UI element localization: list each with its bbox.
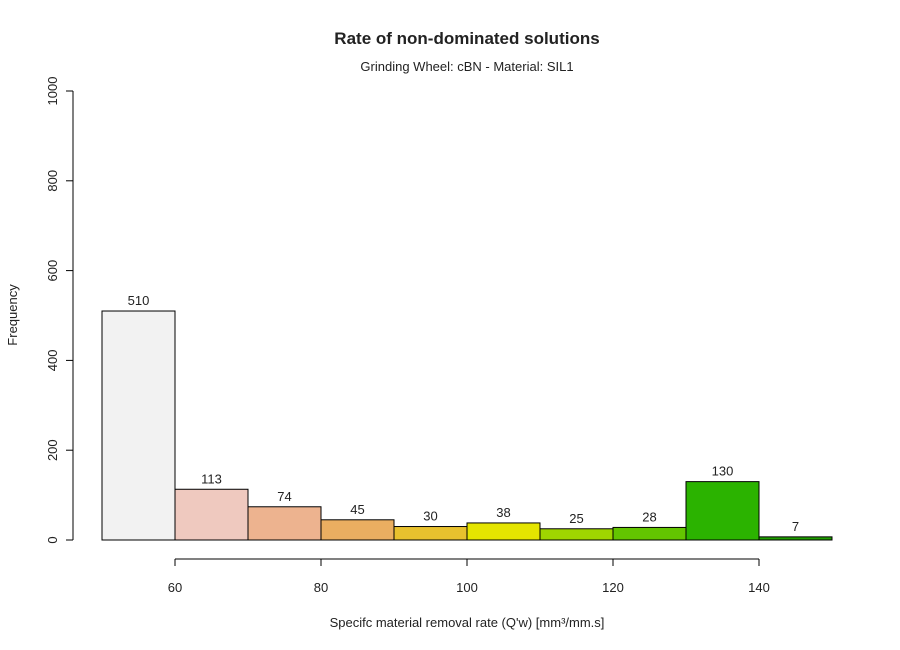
y-tick-label-3: 600 <box>45 260 60 282</box>
bar-1 <box>174 488 249 541</box>
bar-4 <box>393 526 468 541</box>
chart-title: Rate of non-dominated solutions <box>334 29 599 48</box>
y-axis-title: Frequency <box>5 284 20 346</box>
bar-7 <box>612 526 687 541</box>
x-axis-title: Specifc material removal rate (Q'w) [mm³… <box>330 615 605 630</box>
bar-5 <box>466 522 541 541</box>
x-tick-label-3: 120 <box>602 580 624 595</box>
y-tick-label-5: 1000 <box>45 77 60 106</box>
bar-0 <box>101 310 176 541</box>
bar-8 <box>685 481 760 541</box>
bar-value-label-3: 45 <box>350 502 364 517</box>
bar-6 <box>539 528 614 541</box>
bar-value-label-4: 30 <box>423 509 437 524</box>
y-tick-label-2: 400 <box>45 350 60 372</box>
x-tick-label-4: 140 <box>748 580 770 595</box>
x-tick-label-1: 80 <box>314 580 328 595</box>
bar-value-label-9: 7 <box>792 519 799 534</box>
chart-subtitle: Grinding Wheel: cBN - Material: SIL1 <box>360 59 573 74</box>
bar-2 <box>247 506 322 541</box>
data-labels-group: 510 113 74 45 30 38 25 28 130 7 <box>128 293 799 534</box>
bar-value-label-6: 25 <box>569 511 583 526</box>
y-tick-label-4: 800 <box>45 170 60 192</box>
bar-value-label-2: 74 <box>277 489 291 504</box>
bars-group <box>101 310 833 541</box>
y-tick-label-0: 0 <box>45 536 60 543</box>
bar-value-label-8: 130 <box>712 464 734 479</box>
bar-value-label-5: 38 <box>496 505 510 520</box>
bar-9 <box>758 536 833 541</box>
y-axis: 0 200 400 600 800 1000 <box>45 77 74 544</box>
bar-value-label-1: 113 <box>201 471 222 486</box>
x-tick-label-0: 60 <box>168 580 182 595</box>
y-tick-label-1: 200 <box>45 439 60 461</box>
bar-value-label-7: 28 <box>642 509 656 524</box>
bar-value-label-0: 510 <box>128 293 150 308</box>
x-axis: 60 80 100 120 140 <box>168 558 770 595</box>
bar-3 <box>320 519 395 541</box>
x-tick-label-2: 100 <box>456 580 478 595</box>
